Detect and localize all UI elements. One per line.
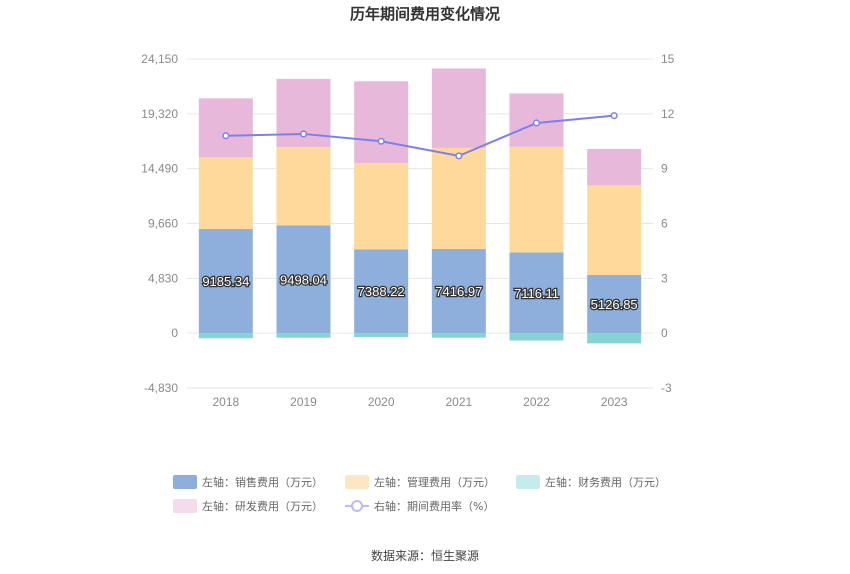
x-tick-label: 2021 <box>445 395 472 409</box>
bar-segment <box>431 333 486 338</box>
x-axis-ticks: 2018 2019 2020 2021 2022 2023 <box>212 395 627 409</box>
bar-segment <box>354 333 409 338</box>
rate-point <box>377 137 385 145</box>
legend-label: 左轴：销售费用（万元） <box>202 475 323 489</box>
bar-segment <box>276 147 331 226</box>
bar-segment <box>198 98 253 158</box>
x-tick-label: 2023 <box>601 395 628 409</box>
left-tick-label: -4,830 <box>144 381 178 395</box>
bar-segment <box>587 148 642 186</box>
chart-title: 历年期间费用变化情况 <box>350 5 500 23</box>
bar-value-label: 9498.04 <box>280 272 327 287</box>
legend-swatch <box>173 475 197 489</box>
bar-segment <box>587 333 642 344</box>
bar-series <box>198 68 642 344</box>
right-tick-label: 6 <box>661 217 668 231</box>
rate-line-series <box>222 112 618 160</box>
rate-point <box>455 152 463 160</box>
bar-segment <box>509 333 564 341</box>
right-tick-label: 12 <box>661 107 675 121</box>
left-tick-label: 24,150 <box>141 52 178 66</box>
source-note: 数据来源：恒生聚源 <box>371 548 479 563</box>
left-tick-label: 14,490 <box>141 162 178 176</box>
left-tick-label: 19,320 <box>141 107 178 121</box>
bar-segment <box>276 333 331 338</box>
x-tick-label: 2018 <box>212 395 239 409</box>
legend-label: 左轴：研发费用（万元） <box>202 499 323 513</box>
bar-value-label: 7388.22 <box>358 284 405 299</box>
legend-line-marker <box>351 500 363 512</box>
bar-value-label: 7416.97 <box>435 284 482 299</box>
bar-segment <box>198 157 253 229</box>
bar-segment <box>354 81 409 164</box>
legend-swatch <box>173 499 197 513</box>
grid-lines <box>187 58 653 389</box>
bar-value-label: 7116.11 <box>514 286 559 301</box>
right-axis-ticks: -3 0 3 6 9 12 15 <box>661 52 675 395</box>
bar-segment <box>354 249 409 334</box>
right-tick-label: 9 <box>661 162 668 176</box>
legend-swatch <box>516 475 540 489</box>
legend-swatch <box>345 475 369 489</box>
x-tick-label: 2019 <box>290 395 317 409</box>
bar-segment <box>587 274 642 334</box>
x-tick-label: 2020 <box>368 395 395 409</box>
bar-segment <box>431 68 486 148</box>
left-tick-label: 4,830 <box>148 271 178 285</box>
x-tick-label: 2022 <box>523 395 550 409</box>
bar-data-labels: 9185.34 9498.04 7388.22 7416.97 7116.11 5126.… <box>201 271 639 313</box>
rate-point <box>299 130 308 138</box>
bar-segment <box>276 225 331 334</box>
bar-segment <box>198 228 253 334</box>
rate-point <box>610 112 618 120</box>
rate-point <box>222 132 230 140</box>
bar-segment <box>198 333 253 339</box>
rate-line <box>225 114 615 157</box>
bar-segment <box>587 185 642 275</box>
bar-value-label: 5126.85 <box>591 297 638 312</box>
legend-label: 右轴：期间费用率（%） <box>374 499 494 513</box>
right-tick-label: -3 <box>661 381 672 395</box>
bar-value-label: 9185.34 <box>202 274 249 289</box>
right-tick-label: 15 <box>661 52 675 66</box>
legend: 左轴：销售费用（万元） 左轴：管理费用（万元） 左轴：财务费用（万元） 左轴：研发费用… <box>173 475 666 513</box>
legend-label: 左轴：管理费用（万元） <box>374 475 495 489</box>
bar-segment <box>509 146 564 253</box>
bar-segment <box>431 248 486 334</box>
bar-segment <box>509 252 564 334</box>
legend-label: 左轴：财务费用（万元） <box>545 475 666 489</box>
rate-point <box>532 119 541 127</box>
right-tick-label: 3 <box>661 271 668 285</box>
left-axis-ticks: -4,830 0 4,830 9,660 14,490 19,320 24,150 <box>141 52 178 395</box>
bar-segment <box>431 147 486 249</box>
left-tick-label: 9,660 <box>148 217 178 231</box>
right-tick-label: 0 <box>661 326 668 340</box>
bar-segment <box>354 163 409 250</box>
left-tick-label: 0 <box>171 326 178 340</box>
